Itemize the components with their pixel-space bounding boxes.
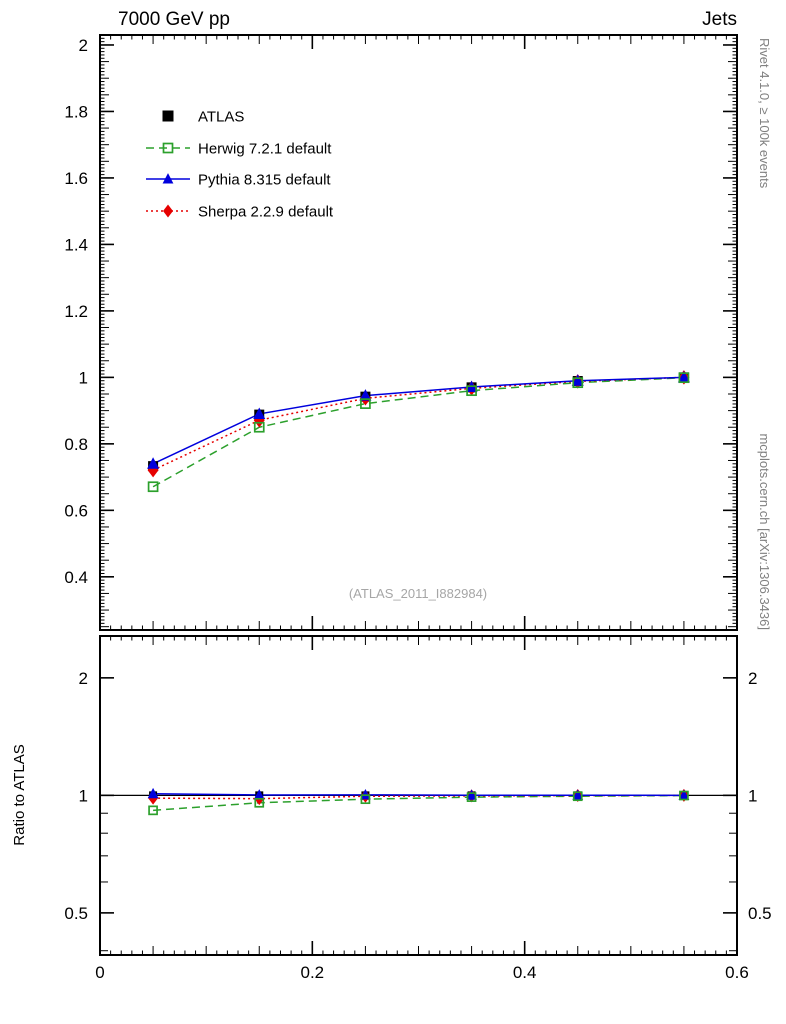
main-y-tick-label: 0.8 (64, 435, 88, 454)
ratio-y-tick-label-right: 0.5 (748, 904, 772, 923)
marker-square-open (162, 142, 174, 154)
marker-square-open (678, 372, 690, 384)
beam-energy-title: 7000 GeV pp (118, 9, 230, 30)
analysis-id-watermark: (ATLAS_2011_I882984) (349, 586, 487, 601)
x-tick-label: 0.4 (513, 963, 537, 982)
series-line-herwig (152, 376, 684, 812)
marker-square-open (254, 797, 265, 808)
marker-triangle (253, 789, 265, 800)
marker-square-open (572, 377, 584, 389)
marker-square-open (466, 385, 477, 397)
legend-item-sherpa: Sherpa 2.2.9 default (146, 204, 334, 221)
main-y-tick-label: 0.4 (64, 568, 88, 587)
plot-series (100, 370, 737, 816)
main-y-tick-label: 2 (79, 36, 88, 55)
mcplots-credit-label: mcplots.cern.ch [arXiv:1306.3436] (757, 433, 772, 630)
marker-square-open (679, 790, 689, 801)
legend-label: Sherpa 2.2.9 default (198, 204, 334, 221)
process-title: Jets (702, 9, 737, 30)
marker-triangle (572, 789, 584, 800)
ratio-y-tick-label-right: 1 (748, 786, 757, 805)
series-points-pythia (147, 370, 690, 800)
main-y-tick-label: 1.6 (64, 169, 88, 188)
marker-triangle (253, 407, 266, 419)
marker-square-open (572, 791, 583, 802)
series-points-herwig (147, 372, 690, 816)
main-panel-frame (99, 34, 738, 631)
ratio-y-tick-label-left: 1 (79, 786, 88, 805)
x-tick-label: 0.2 (301, 963, 325, 982)
legend-label: ATLAS (198, 109, 244, 126)
marker-triangle (677, 370, 690, 383)
marker-square-open (360, 398, 371, 409)
marker-triangle (147, 787, 159, 799)
series-line-pythia (152, 376, 684, 797)
marker-triangle (466, 789, 477, 800)
marker-square (162, 110, 174, 122)
legend-label: Herwig 7.2.1 default (198, 141, 332, 158)
ratio-y-tick-label-right: 2 (748, 669, 757, 688)
marker-triangle (571, 374, 584, 386)
main-y-tick-label: 1.2 (64, 302, 88, 321)
ratio-y-tick-label-left: 2 (79, 669, 88, 688)
x-tick-label: 0.6 (725, 963, 749, 982)
axes-frame: 0 0.2 0.4 0.6 0.4 0.6 0.8 1 1.2 1.4 1.6 1.8 2 0.5 0.5 1… (64, 34, 772, 982)
marker-square-open (148, 805, 158, 816)
ratio-axis-label: Ratio to ATLAS (11, 744, 28, 845)
marker-triangle (359, 389, 372, 401)
marker-triangle (162, 173, 174, 184)
x-tick-label: 0 (95, 963, 104, 982)
legend: ATLAS Herwig 7.2.1 default Pythia 8.315 de… (146, 109, 334, 221)
marker-square-open (147, 481, 159, 493)
legend-item-pythia: Pythia 8.315 default (146, 172, 331, 189)
rivet-version-label: Rivet 4.1.0, ≥ 100k events (757, 38, 772, 189)
legend-item-herwig: Herwig 7.2.1 default (146, 141, 332, 158)
marker-square-open (253, 421, 265, 433)
marker-triangle (360, 788, 371, 800)
marker-diamond (163, 204, 173, 218)
legend-label: Pythia 8.315 default (198, 172, 331, 189)
main-y-tick-label: 0.6 (64, 501, 88, 520)
legend-item-atlas: ATLAS (162, 109, 244, 126)
marker-square-open (360, 794, 371, 805)
ratio-y-tick-label-left: 0.5 (64, 904, 88, 923)
marker-triangle (678, 789, 690, 800)
main-y-tick-label: 1.8 (64, 102, 88, 121)
marker-triangle (147, 457, 160, 469)
main-y-tick-label: 1.4 (64, 235, 88, 254)
marker-square-open (466, 792, 477, 802)
main-y-tick-label: 1 (79, 368, 88, 387)
